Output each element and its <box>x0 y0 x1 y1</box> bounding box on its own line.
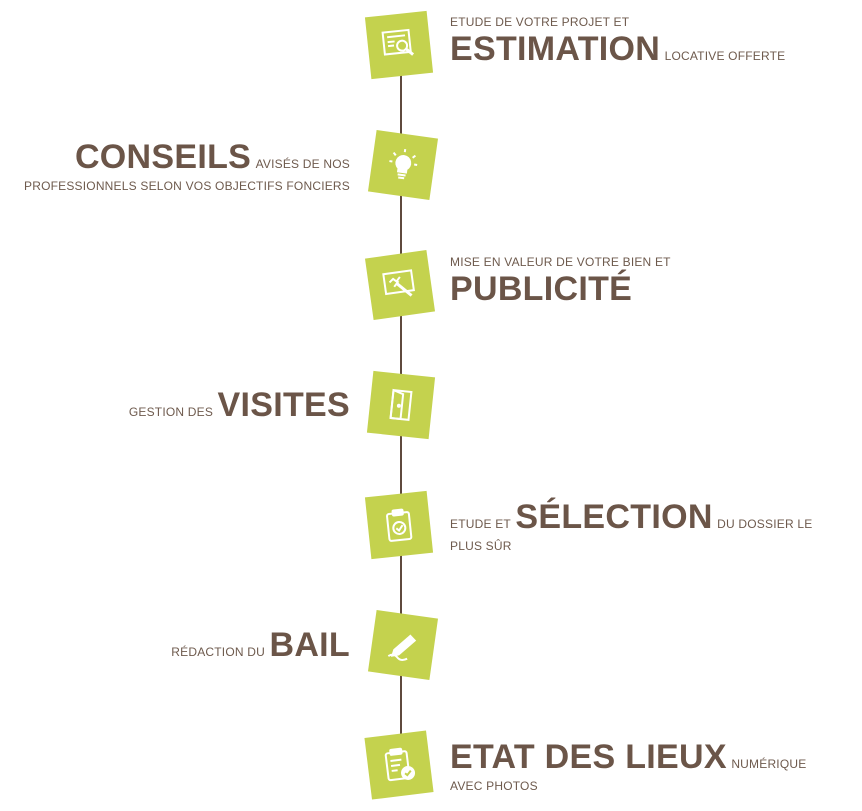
step-visites-before: GESTION DES <box>128 405 214 419</box>
step-selection-after: DU DOSSIER LE PLUS SÛR <box>450 517 813 554</box>
step-etat-des-lieux-after: NUMÉRIQUE AVEC PHOTOS <box>450 757 807 794</box>
search-document-icon <box>381 28 415 56</box>
step-bail-keyword: BAIL <box>269 626 350 664</box>
step-conseils-icon-box <box>367 129 439 201</box>
step-conseils-keyword: CONSEILS <box>74 138 252 176</box>
step-bail-before: RÉDACTION DU <box>171 645 266 659</box>
step-publicite-before: MISE EN VALEUR DE VOTRE BIEN ET <box>450 255 671 269</box>
step-estimation-before: ETUDE DE VOTRE PROJET ET <box>450 15 630 29</box>
step-selection-text: ETUDE ET SÉLECTION DU DOSSIER LE PLUS SÛ… <box>450 498 840 555</box>
step-visites-text: GESTION DES VISITES <box>0 386 350 425</box>
advertising-board-icon <box>382 269 415 297</box>
pen-writing-icon <box>387 634 417 661</box>
step-conseils-after: AVISÉS DE NOS PROFESSIONNELS SELON VOS O… <box>24 157 350 194</box>
step-etat-des-lieux-icon-box <box>364 730 434 800</box>
step-visites-keyword: VISITES <box>217 386 350 424</box>
step-bail-icon-box <box>367 609 439 681</box>
step-selection-icon-box <box>364 490 434 560</box>
step-conseils-text: CONSEILS AVISÉS DE NOS PROFESSIONNELS SE… <box>0 138 350 195</box>
checklist-icon <box>384 747 416 782</box>
step-etat-des-lieux-text: ETAT DES LIEUX NUMÉRIQUE AVEC PHOTOS <box>450 738 840 795</box>
step-estimation-text: ETUDE DE VOTRE PROJET ET ESTIMATION LOCA… <box>450 15 840 69</box>
step-etat-des-lieux-keyword: ETAT DES LIEUX <box>450 738 727 776</box>
door-icon <box>389 388 413 421</box>
step-visites-icon-box <box>366 370 436 440</box>
step-estimation-icon-box <box>364 10 434 80</box>
clipboard-check-icon <box>386 508 413 542</box>
step-selection-before: ETUDE ET <box>450 517 511 531</box>
lightbulb-icon <box>389 149 418 180</box>
step-selection-keyword: SÉLECTION <box>515 498 713 536</box>
step-estimation-keyword: ESTIMATION <box>450 29 661 68</box>
step-estimation-after: LOCATIVE OFFERTE <box>664 48 786 63</box>
step-bail-text: RÉDACTION DU BAIL <box>0 626 350 665</box>
step-publicite-icon-box <box>364 249 436 321</box>
step-publicite-keyword: PUBLICITÉ <box>450 269 633 308</box>
step-publicite-text: MISE EN VALEUR DE VOTRE BIEN ET PUBLICIT… <box>450 255 840 309</box>
